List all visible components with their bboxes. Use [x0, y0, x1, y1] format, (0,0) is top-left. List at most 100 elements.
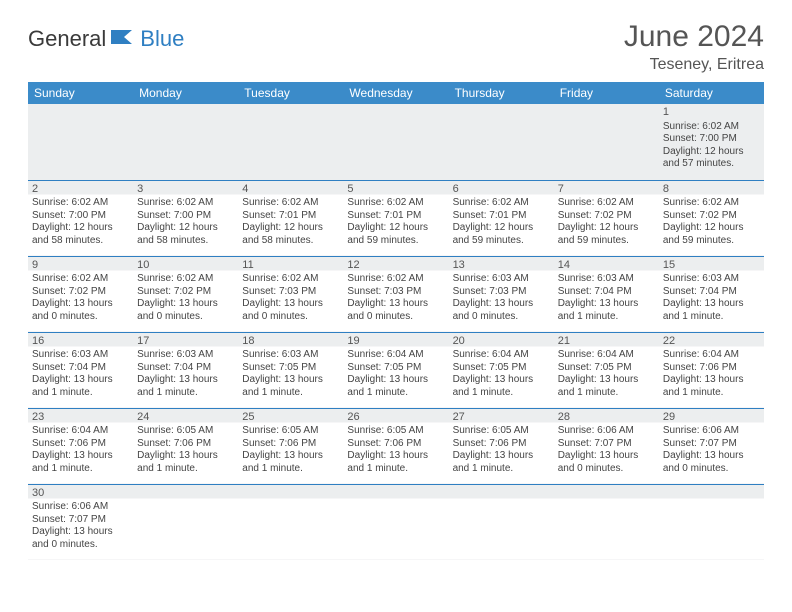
- daylight-text: Daylight: 12 hours and 59 minutes.: [558, 222, 655, 247]
- weekday-header: Monday: [133, 82, 238, 104]
- logo-text-blue: Blue: [140, 26, 184, 52]
- day-number: 12: [347, 259, 444, 273]
- sunset-text: Sunset: 7:06 PM: [347, 438, 444, 451]
- daylight-text: Daylight: 13 hours and 1 minute.: [242, 374, 339, 399]
- daylight-text: Daylight: 13 hours and 0 minutes.: [558, 450, 655, 475]
- sunset-text: Sunset: 7:00 PM: [32, 210, 129, 223]
- calendar-cell: [449, 104, 554, 180]
- calendar-cell: [133, 104, 238, 180]
- daylight-text: Daylight: 13 hours and 0 minutes.: [453, 298, 550, 323]
- daylight-text: Daylight: 13 hours and 1 minute.: [137, 374, 234, 399]
- daylight-text: Daylight: 13 hours and 0 minutes.: [32, 526, 129, 551]
- calendar-table: Sunday Monday Tuesday Wednesday Thursday…: [28, 82, 764, 560]
- calendar-cell: 22Sunrise: 6:04 AMSunset: 7:06 PMDayligh…: [659, 332, 764, 408]
- sunrise-text: Sunrise: 6:02 AM: [453, 197, 550, 210]
- sunrise-text: Sunrise: 6:05 AM: [453, 425, 550, 438]
- day-number: 29: [663, 411, 760, 425]
- calendar-cell: 24Sunrise: 6:05 AMSunset: 7:06 PMDayligh…: [133, 408, 238, 484]
- sunrise-text: Sunrise: 6:02 AM: [558, 197, 655, 210]
- day-number: 23: [32, 411, 129, 425]
- sunset-text: Sunset: 7:01 PM: [242, 210, 339, 223]
- sunset-text: Sunset: 7:04 PM: [32, 362, 129, 375]
- calendar-cell: [449, 484, 554, 560]
- calendar-cell: 28Sunrise: 6:06 AMSunset: 7:07 PMDayligh…: [554, 408, 659, 484]
- sunrise-text: Sunrise: 6:03 AM: [32, 349, 129, 362]
- sunset-text: Sunset: 7:07 PM: [663, 438, 760, 451]
- month-title: June 2024: [624, 20, 764, 54]
- sunset-text: Sunset: 7:03 PM: [453, 286, 550, 299]
- calendar-cell: 11Sunrise: 6:02 AMSunset: 7:03 PMDayligh…: [238, 256, 343, 332]
- sunset-text: Sunset: 7:04 PM: [663, 286, 760, 299]
- calendar-cell: 26Sunrise: 6:05 AMSunset: 7:06 PMDayligh…: [343, 408, 448, 484]
- sunrise-text: Sunrise: 6:02 AM: [347, 273, 444, 286]
- sunrise-text: Sunrise: 6:03 AM: [558, 273, 655, 286]
- calendar-cell: 30Sunrise: 6:06 AMSunset: 7:07 PMDayligh…: [28, 484, 133, 560]
- daylight-text: Daylight: 13 hours and 1 minute.: [558, 298, 655, 323]
- daylight-text: Daylight: 13 hours and 1 minute.: [453, 374, 550, 399]
- daylight-text: Daylight: 12 hours and 59 minutes.: [663, 222, 760, 247]
- sunset-text: Sunset: 7:06 PM: [453, 438, 550, 451]
- sunrise-text: Sunrise: 6:05 AM: [347, 425, 444, 438]
- daylight-text: Daylight: 13 hours and 1 minute.: [558, 374, 655, 399]
- calendar-week-row: 23Sunrise: 6:04 AMSunset: 7:06 PMDayligh…: [28, 408, 764, 484]
- sunset-text: Sunset: 7:06 PM: [32, 438, 129, 451]
- sunset-text: Sunset: 7:06 PM: [242, 438, 339, 451]
- calendar-cell: 20Sunrise: 6:04 AMSunset: 7:05 PMDayligh…: [449, 332, 554, 408]
- sunset-text: Sunset: 7:02 PM: [137, 286, 234, 299]
- daylight-text: Daylight: 13 hours and 1 minute.: [663, 374, 760, 399]
- sunset-text: Sunset: 7:07 PM: [32, 514, 129, 527]
- daylight-text: Daylight: 12 hours and 59 minutes.: [347, 222, 444, 247]
- day-number: 18: [242, 335, 339, 349]
- sunset-text: Sunset: 7:03 PM: [347, 286, 444, 299]
- day-number: 15: [663, 259, 760, 273]
- sunset-text: Sunset: 7:01 PM: [347, 210, 444, 223]
- sunrise-text: Sunrise: 6:02 AM: [347, 197, 444, 210]
- weekday-header: Tuesday: [238, 82, 343, 104]
- sunrise-text: Sunrise: 6:03 AM: [137, 349, 234, 362]
- sunrise-text: Sunrise: 6:05 AM: [137, 425, 234, 438]
- sunrise-text: Sunrise: 6:06 AM: [558, 425, 655, 438]
- day-number: 24: [137, 411, 234, 425]
- day-number: 21: [558, 335, 655, 349]
- sunset-text: Sunset: 7:02 PM: [558, 210, 655, 223]
- sunrise-text: Sunrise: 6:04 AM: [453, 349, 550, 362]
- day-number: 10: [137, 259, 234, 273]
- calendar-cell: 5Sunrise: 6:02 AMSunset: 7:01 PMDaylight…: [343, 180, 448, 256]
- sunrise-text: Sunrise: 6:06 AM: [663, 425, 760, 438]
- day-number: 30: [32, 487, 129, 501]
- daylight-text: Daylight: 13 hours and 1 minute.: [32, 374, 129, 399]
- calendar-cell: 2Sunrise: 6:02 AMSunset: 7:00 PMDaylight…: [28, 180, 133, 256]
- calendar-cell: 17Sunrise: 6:03 AMSunset: 7:04 PMDayligh…: [133, 332, 238, 408]
- calendar-cell: [238, 104, 343, 180]
- calendar-week-row: 30Sunrise: 6:06 AMSunset: 7:07 PMDayligh…: [28, 484, 764, 560]
- day-number: 27: [453, 411, 550, 425]
- sunset-text: Sunset: 7:00 PM: [663, 133, 760, 146]
- calendar-cell: 23Sunrise: 6:04 AMSunset: 7:06 PMDayligh…: [28, 408, 133, 484]
- sunset-text: Sunset: 7:05 PM: [453, 362, 550, 375]
- sunset-text: Sunset: 7:02 PM: [663, 210, 760, 223]
- calendar-cell: 13Sunrise: 6:03 AMSunset: 7:03 PMDayligh…: [449, 256, 554, 332]
- daylight-text: Daylight: 13 hours and 1 minute.: [347, 374, 444, 399]
- sunrise-text: Sunrise: 6:04 AM: [663, 349, 760, 362]
- weekday-header: Saturday: [659, 82, 764, 104]
- sunset-text: Sunset: 7:04 PM: [137, 362, 234, 375]
- sunset-text: Sunset: 7:05 PM: [242, 362, 339, 375]
- sunrise-text: Sunrise: 6:03 AM: [663, 273, 760, 286]
- sunrise-text: Sunrise: 6:04 AM: [347, 349, 444, 362]
- day-number: 9: [32, 259, 129, 273]
- day-number: 5: [347, 183, 444, 197]
- day-number: 3: [137, 183, 234, 197]
- sunrise-text: Sunrise: 6:02 AM: [242, 197, 339, 210]
- calendar-cell: 4Sunrise: 6:02 AMSunset: 7:01 PMDaylight…: [238, 180, 343, 256]
- calendar-cell: 8Sunrise: 6:02 AMSunset: 7:02 PMDaylight…: [659, 180, 764, 256]
- daylight-text: Daylight: 13 hours and 1 minute.: [347, 450, 444, 475]
- day-number: 25: [242, 411, 339, 425]
- sunset-text: Sunset: 7:01 PM: [453, 210, 550, 223]
- title-block: June 2024 Teseney, Eritrea: [624, 20, 764, 74]
- sunset-text: Sunset: 7:04 PM: [558, 286, 655, 299]
- day-number: 11: [242, 259, 339, 273]
- weekday-header: Friday: [554, 82, 659, 104]
- day-number: 16: [32, 335, 129, 349]
- calendar-cell: 12Sunrise: 6:02 AMSunset: 7:03 PMDayligh…: [343, 256, 448, 332]
- sunrise-text: Sunrise: 6:02 AM: [242, 273, 339, 286]
